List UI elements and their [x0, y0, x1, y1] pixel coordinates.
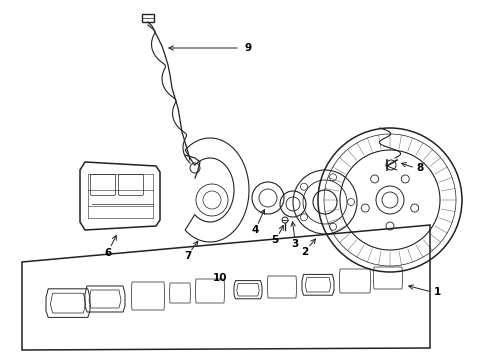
Text: 9: 9 [245, 43, 251, 53]
Text: 1: 1 [433, 287, 441, 297]
Text: 2: 2 [301, 247, 309, 257]
Text: 4: 4 [251, 225, 259, 235]
Text: 6: 6 [104, 248, 112, 258]
Text: 8: 8 [416, 163, 424, 173]
Text: 5: 5 [271, 235, 279, 245]
Text: 10: 10 [213, 273, 227, 283]
Text: 7: 7 [184, 251, 192, 261]
Text: 3: 3 [292, 239, 298, 249]
